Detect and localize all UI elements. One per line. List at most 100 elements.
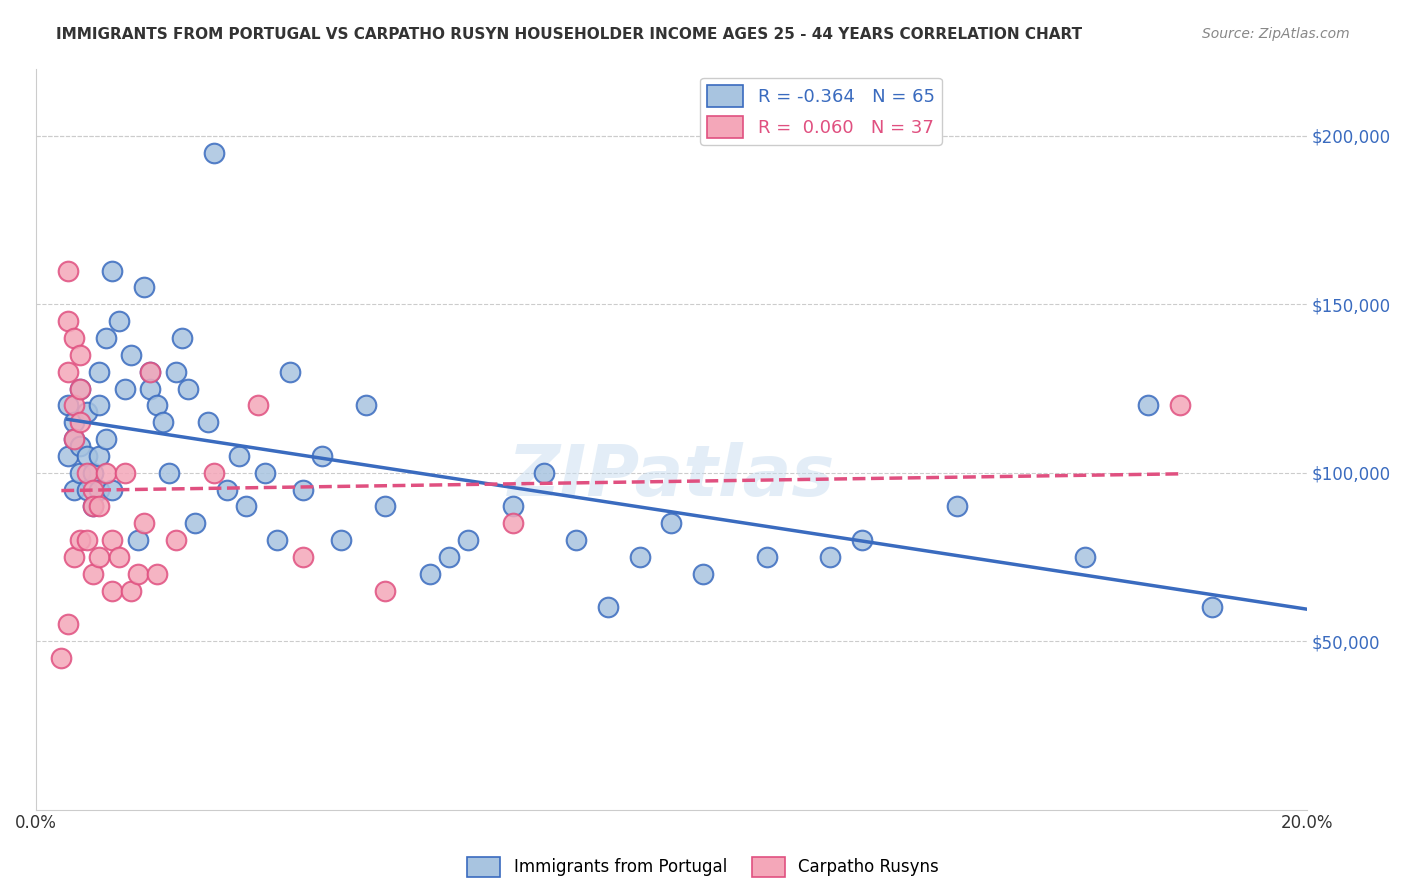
Point: [82, 500, 104, 514]
Point: [94, 331, 117, 345]
Point: [63, 483, 86, 497]
Text: Source: ZipAtlas.com: Source: ZipAtlas.com: [1202, 27, 1350, 41]
Point: [114, 466, 136, 480]
Point: [215, 483, 238, 497]
Text: ZIPatlas: ZIPatlas: [508, 442, 835, 510]
Point: [165, 533, 187, 547]
Point: [69, 439, 91, 453]
Point: [69, 382, 91, 396]
Point: [101, 263, 124, 277]
Point: [692, 566, 714, 581]
Point: [374, 500, 396, 514]
Point: [63, 549, 86, 564]
Point: [76, 483, 98, 497]
Point: [76, 449, 98, 463]
Point: [89, 483, 111, 497]
Point: [437, 549, 460, 564]
Point: [139, 365, 162, 379]
Point: [89, 549, 111, 564]
Point: [89, 365, 111, 379]
Point: [502, 500, 524, 514]
Point: [107, 314, 129, 328]
Point: [56, 449, 79, 463]
Point: [330, 533, 353, 547]
Point: [69, 533, 91, 547]
Point: [291, 549, 314, 564]
Point: [457, 533, 479, 547]
Point: [946, 500, 969, 514]
Point: [63, 415, 86, 429]
Point: [63, 432, 86, 446]
Point: [152, 415, 174, 429]
Point: [311, 449, 333, 463]
Point: [56, 365, 79, 379]
Point: [101, 533, 124, 547]
Point: [82, 466, 104, 480]
Point: [107, 549, 129, 564]
Point: [76, 533, 98, 547]
Point: [76, 405, 98, 419]
Point: [177, 382, 200, 396]
Point: [120, 583, 142, 598]
Point: [165, 365, 187, 379]
Point: [82, 566, 104, 581]
Point: [197, 415, 219, 429]
Point: [820, 549, 842, 564]
Point: [69, 415, 91, 429]
Point: [101, 483, 124, 497]
Point: [63, 398, 86, 412]
Point: [202, 466, 225, 480]
Point: [63, 331, 86, 345]
Point: [56, 263, 79, 277]
Point: [63, 432, 86, 446]
Point: [628, 549, 651, 564]
Point: [94, 466, 117, 480]
Point: [851, 533, 873, 547]
Point: [356, 398, 378, 412]
Point: [127, 533, 149, 547]
Point: [565, 533, 588, 547]
Point: [172, 331, 194, 345]
Point: [56, 398, 79, 412]
Point: [419, 566, 441, 581]
Point: [278, 365, 301, 379]
Point: [596, 600, 619, 615]
Point: [1137, 398, 1160, 412]
Point: [76, 466, 98, 480]
Point: [127, 566, 149, 581]
Point: [114, 382, 136, 396]
Point: [89, 398, 111, 412]
Point: [56, 617, 79, 632]
Point: [139, 382, 162, 396]
Point: [184, 516, 207, 531]
Point: [235, 500, 257, 514]
Point: [132, 280, 155, 294]
Point: [661, 516, 683, 531]
Point: [69, 466, 91, 480]
Point: [51, 651, 73, 665]
Point: [145, 566, 167, 581]
Point: [202, 145, 225, 160]
Point: [253, 466, 276, 480]
Point: [1201, 600, 1223, 615]
Point: [374, 583, 396, 598]
Point: [89, 449, 111, 463]
Point: [502, 516, 524, 531]
Point: [266, 533, 288, 547]
Point: [101, 583, 124, 598]
Point: [132, 516, 155, 531]
Point: [69, 382, 91, 396]
Point: [56, 314, 79, 328]
Point: [120, 348, 142, 362]
Point: [69, 348, 91, 362]
Point: [157, 466, 180, 480]
Text: IMMIGRANTS FROM PORTUGAL VS CARPATHO RUSYN HOUSEHOLDER INCOME AGES 25 - 44 YEARS: IMMIGRANTS FROM PORTUGAL VS CARPATHO RUS…: [56, 27, 1083, 42]
Point: [247, 398, 270, 412]
Legend: R = -0.364   N = 65, R =  0.060   N = 37: R = -0.364 N = 65, R = 0.060 N = 37: [700, 78, 942, 145]
Point: [533, 466, 555, 480]
Point: [82, 483, 104, 497]
Point: [145, 398, 167, 412]
Point: [1168, 398, 1191, 412]
Point: [291, 483, 314, 497]
Point: [1073, 549, 1095, 564]
